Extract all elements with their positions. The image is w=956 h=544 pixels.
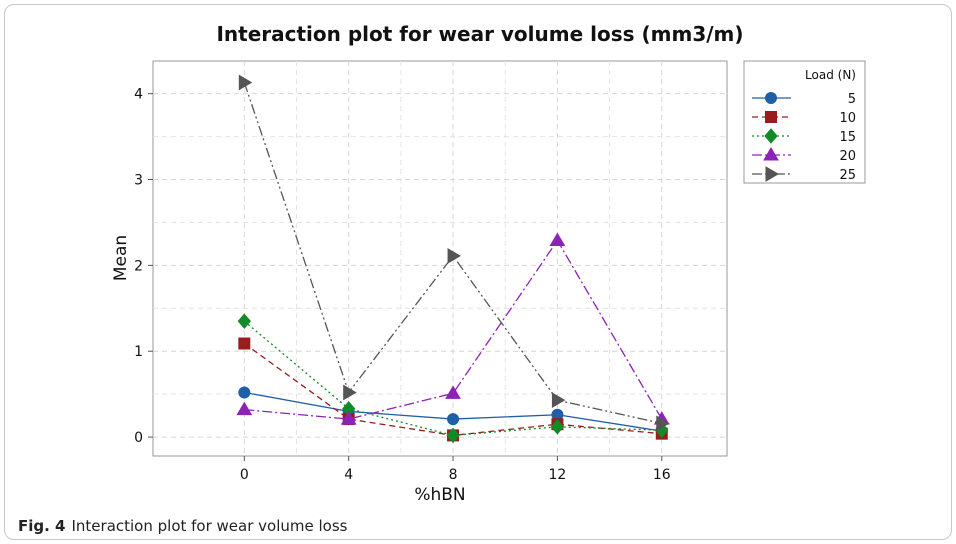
legend-label: 20 — [839, 149, 856, 164]
legend-marker — [765, 111, 777, 123]
y-axis-label: Mean — [111, 235, 131, 281]
interaction-chart: Interaction plot for wear volume loss (m… — [111, 22, 866, 505]
data-point — [238, 337, 251, 350]
data-point — [551, 392, 566, 409]
series-25 — [238, 74, 670, 432]
x-tick-label: 16 — [653, 467, 671, 483]
x-axis-label: %hBN — [414, 485, 465, 505]
legend-marker — [765, 166, 779, 182]
data-point — [238, 74, 253, 91]
x-tick-label: 0 — [240, 467, 249, 483]
data-point — [447, 413, 460, 426]
legend-marker — [764, 128, 778, 144]
legend-label: 25 — [839, 168, 856, 183]
data-point — [550, 419, 565, 435]
caption-label: Fig. 4 — [18, 517, 66, 535]
data-point — [236, 401, 253, 416]
legend-label: 15 — [839, 130, 856, 145]
data-point — [447, 248, 462, 264]
series-layer — [236, 74, 670, 444]
legend-label: 10 — [839, 111, 856, 126]
data-point — [343, 384, 357, 401]
figure-caption: Fig. 4 Interaction plot for wear volume l… — [18, 517, 347, 535]
y-tick-label: 0 — [134, 430, 143, 446]
y-tick-label: 4 — [134, 87, 143, 103]
legend: Load (N) 5 10 15 20 25 — [743, 60, 866, 184]
data-point — [238, 386, 251, 399]
legend-marker — [763, 147, 779, 161]
series-line — [243, 320, 662, 437]
series-15 — [237, 313, 669, 444]
y-tick-label: 1 — [134, 344, 143, 360]
data-point — [340, 411, 357, 425]
caption-text: Interaction plot for wear volume loss — [71, 517, 348, 535]
data-point — [237, 313, 251, 329]
grid-lines — [153, 61, 727, 456]
data-point — [446, 427, 460, 444]
x-tick-label: 8 — [449, 467, 458, 483]
data-point — [656, 415, 670, 432]
data-point — [549, 232, 566, 246]
y-tick-label: 3 — [134, 173, 143, 189]
legend-title: Load (N) — [805, 68, 856, 82]
y-tick-label: 2 — [134, 258, 143, 274]
legend-box — [743, 60, 866, 184]
legend-label: 5 — [848, 92, 856, 107]
x-tick-label: 4 — [344, 467, 353, 483]
chart-title: Interaction plot for wear volume loss (m… — [216, 22, 743, 46]
data-point — [445, 385, 461, 399]
legend-marker — [765, 92, 777, 104]
x-tick-label: 12 — [548, 467, 566, 483]
